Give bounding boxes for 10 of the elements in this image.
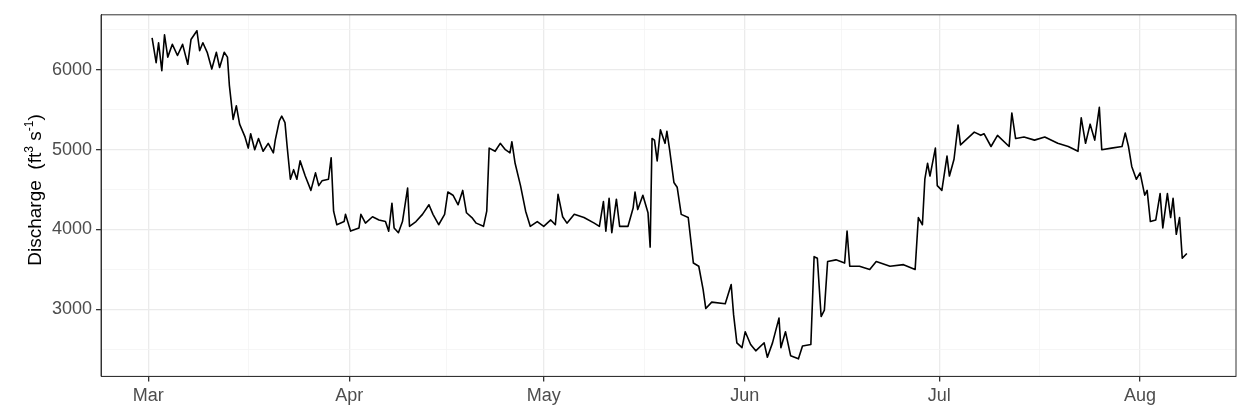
x-tick-label: Jun bbox=[730, 385, 760, 406]
x-tick-label: Aug bbox=[1124, 385, 1157, 406]
y-tick-label: 5000 bbox=[52, 138, 93, 159]
x-tick-label: May bbox=[526, 385, 561, 406]
x-tick-label: Jul bbox=[927, 385, 951, 406]
x-tick-label: Mar bbox=[132, 385, 164, 406]
y-tick-label: 6000 bbox=[52, 58, 93, 79]
y-tick-label: 4000 bbox=[52, 218, 93, 239]
y-tick-label: 3000 bbox=[52, 298, 93, 319]
x-tick-label: Apr bbox=[335, 385, 364, 406]
